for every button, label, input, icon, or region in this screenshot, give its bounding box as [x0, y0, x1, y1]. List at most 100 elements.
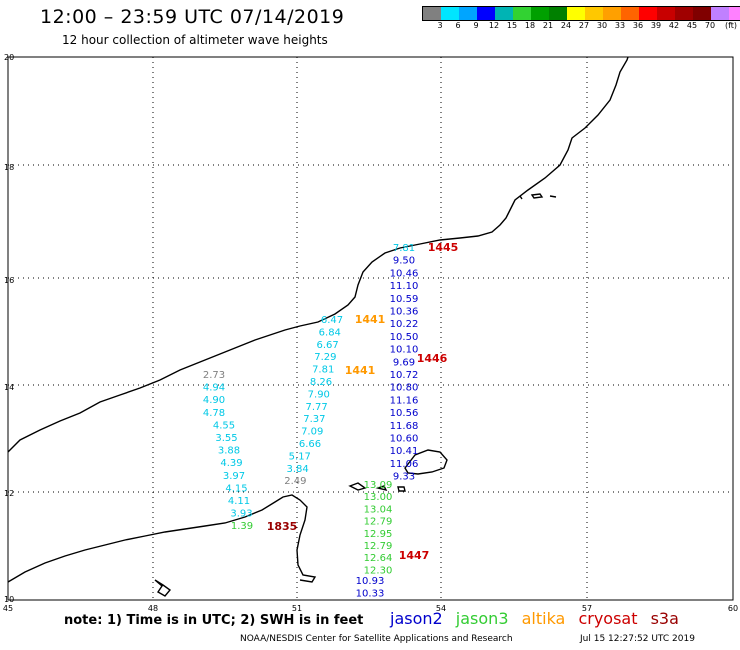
wave-height-value: 4.39: [220, 458, 242, 469]
color-swatch: [693, 7, 711, 20]
timestamp: Jul 15 12:27:52 UTC 2019: [580, 634, 695, 644]
wave-height-value: 10.41: [390, 446, 419, 457]
wave-height-value: 13.04: [364, 504, 393, 515]
color-swatch: [675, 7, 693, 20]
lat-label: 14: [4, 383, 14, 392]
color-scale-label: 18: [524, 21, 536, 30]
wave-height-value: 4.11: [228, 496, 250, 507]
wave-height-value: 6.47: [321, 315, 343, 326]
socotra-island: [404, 449, 448, 475]
color-scale-label: 39: [650, 21, 662, 30]
page-subtitle: 12 hour collection of altimeter wave hei…: [62, 33, 328, 47]
color-scale-label: 9: [473, 21, 479, 30]
lat-label: 16: [4, 276, 14, 285]
wave-height-value: 10.72: [390, 370, 419, 381]
lon-label: 54: [436, 604, 446, 613]
somalia-coastline: [7, 494, 317, 583]
wave-height-value: 13.00: [364, 492, 393, 503]
lon-label: 51: [292, 604, 302, 613]
color-scale-label: 70: [704, 21, 716, 30]
wave-height-value: 4.94: [203, 383, 225, 394]
wave-height-value: 7.90: [308, 389, 330, 400]
wave-height-value: 10.33: [356, 589, 385, 600]
legend-s3a: s3a: [650, 609, 679, 628]
islet: [519, 195, 523, 200]
lon-label: 57: [582, 604, 592, 613]
wave-height-value: 12.30: [364, 565, 393, 576]
pass-time-label: 1445: [428, 241, 459, 254]
color-scale-label: 24: [560, 21, 572, 30]
map-frame: [7, 56, 734, 601]
color-scale-label: 45: [686, 21, 698, 30]
islet: [530, 193, 544, 199]
legend-cryosat: cryosat: [578, 609, 638, 628]
wave-height-value: 9.69: [393, 357, 415, 368]
lat-label: 12: [4, 489, 14, 498]
color-scale-label: 36: [632, 21, 644, 30]
wave-height-value: 10.60: [390, 434, 419, 445]
wave-height-value: 3.84: [286, 464, 308, 475]
wave-height-value: 7.29: [314, 352, 336, 363]
color-scale-label: 33: [614, 21, 626, 30]
wave-height-value: 7.77: [305, 402, 327, 413]
wave-height-value: 6.66: [299, 439, 321, 450]
islet: [397, 486, 406, 492]
lon-label: 60: [728, 604, 738, 613]
wave-height-value: 1.39: [231, 521, 253, 532]
wave-height-value: 4.15: [225, 483, 247, 494]
color-scale-label: 3: [437, 21, 443, 30]
wave-height-value: 2.73: [203, 370, 225, 381]
wave-height-value: 12.95: [364, 529, 393, 540]
wave-height-value: 4.90: [203, 395, 225, 406]
lon-label: 48: [148, 604, 158, 613]
wave-height-value: 10.22: [390, 319, 419, 330]
wave-height-value: 10.59: [390, 294, 419, 305]
wave-height-value: 10.46: [390, 268, 419, 279]
color-swatch: [603, 7, 621, 20]
lat-label: 20: [4, 53, 14, 62]
wave-height-value: 4.55: [213, 420, 235, 431]
wave-height-value: 8.26: [310, 377, 332, 388]
color-swatch: [531, 7, 549, 20]
color-swatch: [657, 7, 675, 20]
pass-time-label: 1446: [417, 352, 448, 365]
wave-height-value: 9.50: [393, 256, 415, 267]
color-scale-label: 27: [578, 21, 590, 30]
wave-height-value: 13.09: [364, 480, 393, 491]
wave-height-value: 10.56: [390, 408, 419, 419]
wave-height-value: 10.50: [390, 332, 419, 343]
pass-time-label: 1441: [355, 313, 386, 326]
wave-height-value: 11.06: [390, 459, 419, 470]
color-swatch: [495, 7, 513, 20]
color-swatch: [585, 7, 603, 20]
wave-height-value: 7.81: [312, 365, 334, 376]
page-title: 12:00 – 23:59 UTC 07/14/2019: [40, 6, 345, 28]
color-swatch: [729, 7, 740, 20]
satellite-legend: jason2 jason3 altika cryosat s3a: [390, 609, 687, 628]
wave-height-value: 3.97: [223, 471, 245, 482]
arabia-coastline: [7, 56, 629, 453]
lon-label: 45: [3, 604, 13, 613]
color-scale-bar: [422, 6, 740, 21]
color-swatch: [459, 7, 477, 20]
wave-height-value: 5.17: [289, 451, 311, 462]
color-swatch: [711, 7, 729, 20]
islet: [375, 485, 388, 492]
wave-height-value: 11.16: [390, 395, 419, 406]
color-scale-label: 42: [668, 21, 680, 30]
color-swatch: [621, 7, 639, 20]
color-scale-label: 6: [455, 21, 461, 30]
wave-height-value: 12.79: [364, 541, 393, 552]
color-swatch: [477, 7, 495, 20]
lake: [154, 579, 172, 597]
wave-height-value: 11.10: [390, 281, 419, 292]
wave-height-value: 10.36: [390, 307, 419, 318]
wave-height-value: 10.10: [390, 345, 419, 356]
color-swatch: [441, 7, 459, 20]
color-scale-label: 30: [596, 21, 608, 30]
color-swatch: [639, 7, 657, 20]
wave-height-value: 12.64: [364, 553, 393, 564]
color-swatch: [549, 7, 567, 20]
wave-height-value: 2.49: [284, 476, 306, 487]
